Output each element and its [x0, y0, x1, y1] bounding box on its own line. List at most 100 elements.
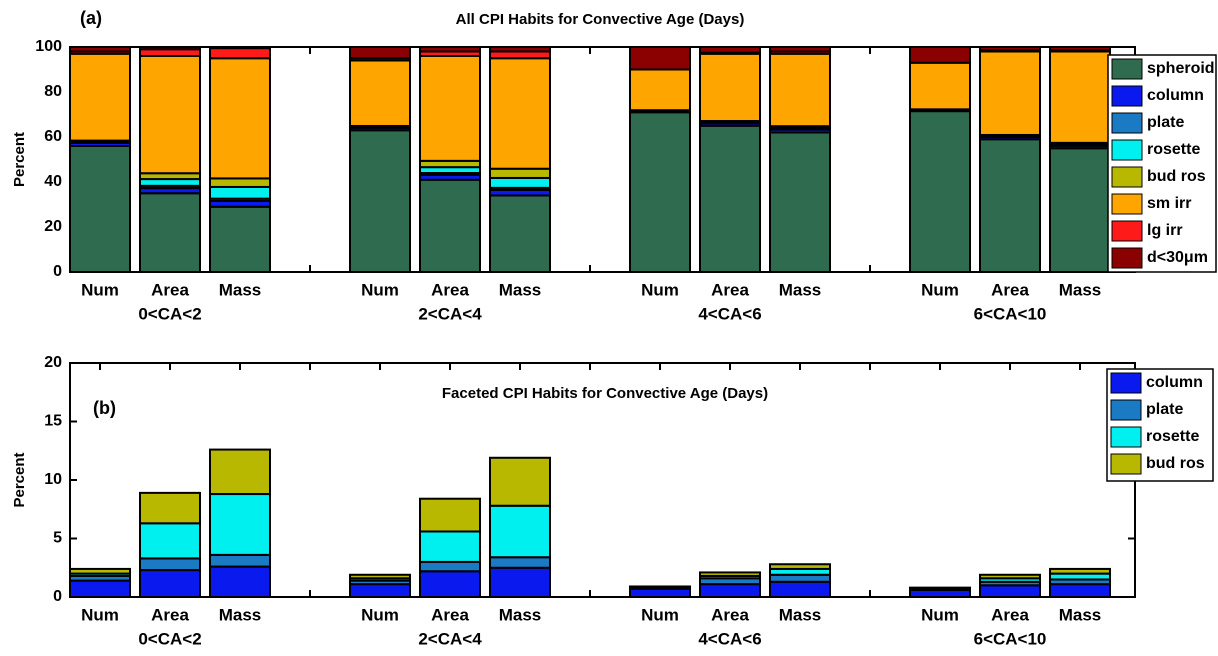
- bar-segment: [629, 587, 691, 598]
- bar-segment: [629, 68, 691, 112]
- bar-segment: [489, 566, 551, 598]
- legend-label: plate: [1146, 401, 1183, 418]
- group-label: 4<CA<6: [698, 304, 761, 323]
- legend-swatch: [1111, 58, 1143, 80]
- bar-segment: [489, 50, 551, 60]
- bar-segment: [629, 111, 691, 273]
- legend-swatch: [1110, 426, 1142, 448]
- x-tick-label: Num: [81, 280, 119, 299]
- bar-segment: [69, 145, 131, 273]
- legend-label: bud ros: [1147, 168, 1206, 185]
- bar-segment: [1049, 50, 1111, 144]
- legend-label: sm irr: [1147, 195, 1191, 212]
- bar-segment: [769, 563, 831, 570]
- bar-segment: [139, 522, 201, 560]
- legend-swatch: [1111, 166, 1143, 188]
- group-label: 4<CA<6: [698, 629, 761, 648]
- x-tick-label: Mass: [1059, 605, 1102, 624]
- legend-label: d<30μm: [1147, 249, 1208, 266]
- bar-segment: [139, 48, 201, 57]
- bar-segment: [489, 504, 551, 559]
- x-tick-label: Area: [991, 605, 1029, 624]
- x-tick-label: Num: [81, 605, 119, 624]
- legend-swatch: [1110, 372, 1142, 394]
- x-tick-label: Num: [921, 280, 959, 299]
- y-tick-label: 20: [44, 354, 62, 371]
- bar-segment: [209, 185, 271, 200]
- legend-label: plate: [1147, 114, 1184, 131]
- x-tick-label: Num: [361, 280, 399, 299]
- bar-segment: [69, 579, 131, 598]
- group-label: 0<CA<2: [138, 304, 201, 323]
- y-tick-label: 10: [44, 471, 62, 488]
- bar-segment: [349, 59, 411, 127]
- bar-segment: [209, 553, 271, 568]
- legend-label: rosette: [1147, 141, 1200, 158]
- x-tick-label: Area: [991, 280, 1029, 299]
- bar-segment: [139, 46, 201, 51]
- x-tick-label: Mass: [219, 605, 262, 624]
- bar-segment: [909, 46, 971, 64]
- bar-segment: [769, 131, 831, 273]
- bar-segment: [979, 573, 1041, 580]
- bar-segment: [209, 205, 271, 273]
- bar-segment: [769, 46, 831, 53]
- bar-segment: [699, 571, 761, 577]
- bar-segment: [69, 52, 131, 142]
- legend-label: column: [1146, 374, 1203, 391]
- bar-segment: [769, 52, 831, 128]
- legend-swatch: [1111, 247, 1143, 269]
- y-axis-label: Percent: [11, 132, 28, 187]
- legend-swatch: [1111, 193, 1143, 215]
- y-axis-label: Percent: [11, 452, 28, 507]
- x-tick-label: Area: [431, 280, 469, 299]
- bar-segment: [769, 573, 831, 583]
- bar-segment: [139, 569, 201, 599]
- bar-segment: [209, 47, 271, 60]
- bar-segment: [769, 580, 831, 598]
- bar-segment: [979, 584, 1041, 598]
- bar-segment: [209, 493, 271, 556]
- bar-segment: [139, 491, 201, 525]
- bar-segment: [979, 46, 1041, 52]
- group-label: 6<CA<10: [974, 629, 1047, 648]
- panel-label: (a): [80, 8, 102, 28]
- bar-segment: [629, 46, 691, 71]
- legend-swatch: [1110, 399, 1142, 421]
- bar-segment: [349, 46, 411, 60]
- bar-segment: [209, 46, 271, 50]
- legend-swatch: [1111, 85, 1143, 107]
- bar-segment: [489, 194, 551, 273]
- bar-segment: [489, 57, 551, 170]
- bar-segment: [489, 167, 551, 179]
- legend-swatch: [1111, 220, 1143, 242]
- bar-segment: [69, 567, 131, 575]
- legend-label: lg irr: [1147, 222, 1183, 239]
- x-tick-label: Area: [711, 280, 749, 299]
- group-label: 0<CA<2: [138, 629, 201, 648]
- bar-segment: [209, 177, 271, 188]
- bar-segment: [1049, 567, 1111, 575]
- bar-segment: [489, 176, 551, 189]
- chart-title: Faceted CPI Habits for Convective Age (D…: [442, 385, 768, 402]
- x-tick-label: Area: [151, 280, 189, 299]
- bar-segment: [1049, 46, 1111, 52]
- bar-segment: [699, 52, 761, 123]
- bar-segment: [909, 588, 971, 598]
- bar-segment: [69, 46, 131, 53]
- bar-segment: [979, 50, 1041, 136]
- y-tick-label: 5: [53, 530, 62, 547]
- bar-segment: [419, 560, 481, 573]
- x-tick-label: Mass: [499, 280, 542, 299]
- bar-segment: [419, 55, 481, 162]
- bar-segment: [139, 192, 201, 273]
- legend-label: spheroid: [1147, 60, 1215, 77]
- group-label: 2<CA<4: [418, 629, 482, 648]
- bar-segment: [419, 530, 481, 563]
- y-tick-label: 40: [44, 173, 62, 190]
- bar-segment: [139, 178, 201, 187]
- group-label: 2<CA<4: [418, 304, 482, 323]
- bar-segment: [349, 129, 411, 273]
- x-tick-label: Num: [641, 280, 679, 299]
